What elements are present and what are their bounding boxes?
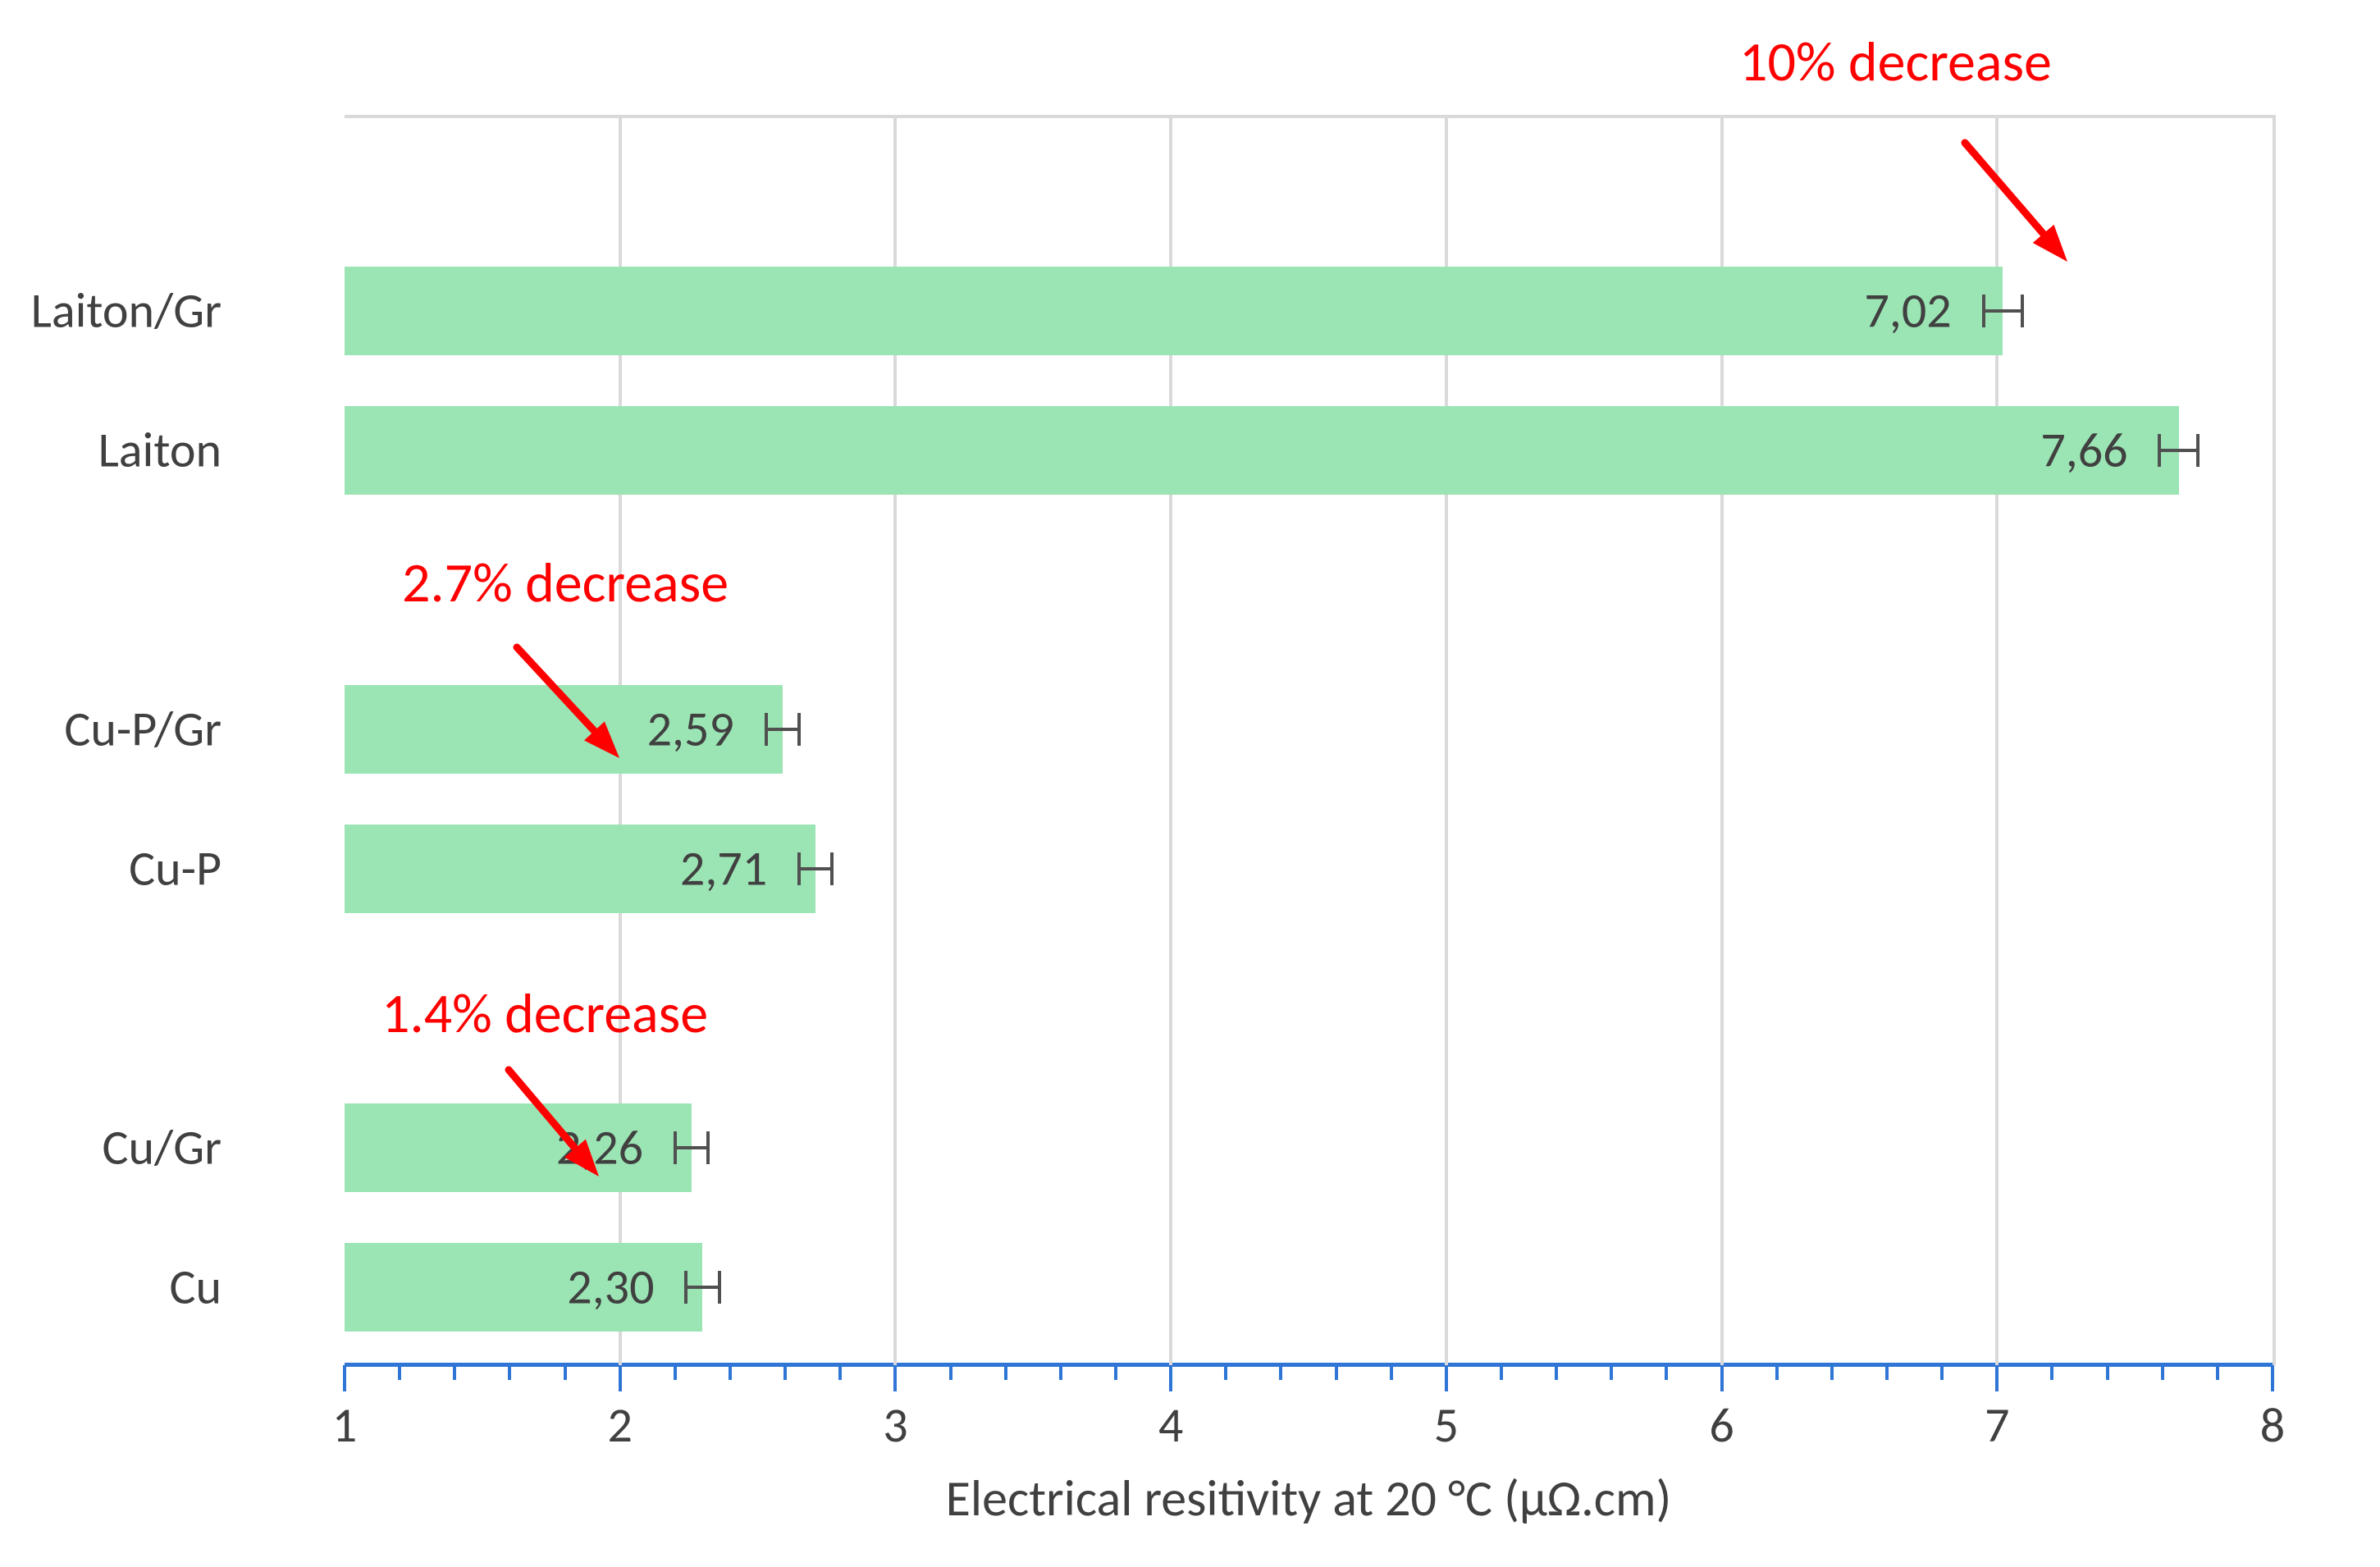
category-label: Cu-P [129, 839, 222, 899]
category-label: Laiton [98, 421, 222, 481]
category-label: Cu-P/Gr [64, 700, 222, 760]
x-axis-title: Electrical resitivity at 20 °C (μΩ.cm) [946, 1467, 1672, 1529]
category-label: Cu [169, 1258, 222, 1318]
annotation-text: 10% decrease [1739, 28, 2052, 96]
category-label: Cu/Gr [103, 1118, 222, 1178]
resistivity-bar-chart: Electrical resitivity at 20 °C (μΩ.cm) 1… [0, 0, 2380, 1567]
annotation-arrow-icon [345, 118, 2273, 1431]
category-label: Laiton/Gr [31, 281, 222, 341]
plot-area: Electrical resitivity at 20 °C (μΩ.cm) 1… [345, 115, 2276, 1365]
